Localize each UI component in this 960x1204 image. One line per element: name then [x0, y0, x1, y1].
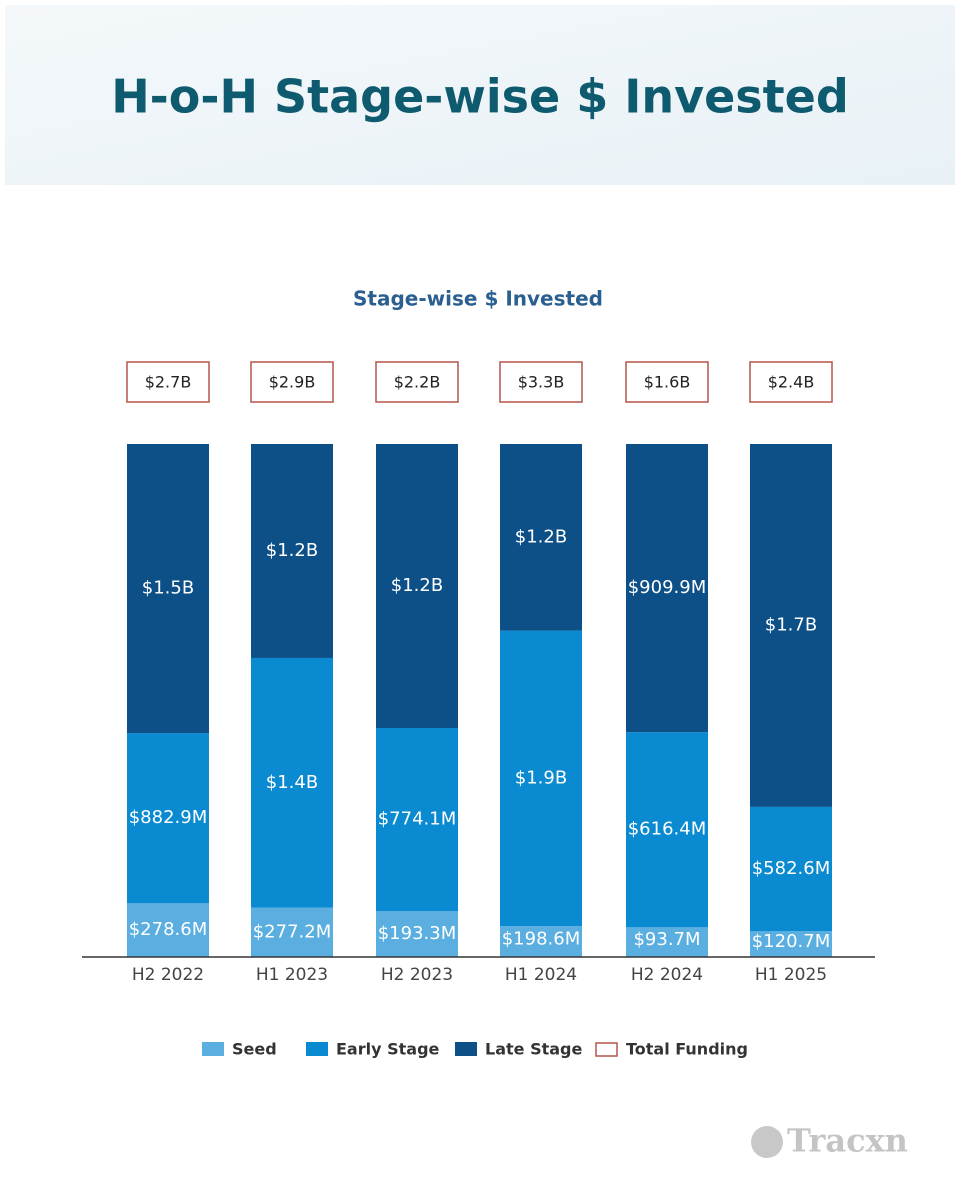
x-tick-label: H2 2023	[381, 965, 453, 985]
legend-swatch	[455, 1042, 477, 1056]
legend-swatch	[202, 1042, 224, 1056]
legend-swatch	[306, 1042, 328, 1056]
data-label: $1.2B	[266, 540, 318, 561]
data-label: $1.9B	[515, 767, 567, 788]
x-tick-label: H1 2023	[256, 965, 328, 985]
bar-segment	[376, 728, 458, 912]
data-label: $193.3M	[378, 923, 457, 944]
bar-segment	[626, 927, 708, 957]
bar-segment	[251, 907, 333, 957]
bar-segment	[626, 444, 708, 733]
x-tick-label: H2 2024	[631, 965, 703, 985]
total-label: $3.3B	[518, 373, 565, 392]
bar-segment	[376, 911, 458, 957]
bar-segment	[750, 444, 832, 807]
bar-segment	[127, 733, 209, 904]
total-box	[375, 361, 459, 403]
total-box	[625, 361, 709, 403]
data-label: $120.7M	[752, 931, 831, 952]
data-label: $93.7M	[633, 929, 700, 950]
chart-title: Stage-wise $ Invested	[353, 287, 603, 311]
bar-segment	[127, 444, 209, 734]
bar-segment	[127, 903, 209, 957]
data-label: $582.6M	[752, 858, 831, 879]
x-tick-label: H2 2022	[132, 965, 204, 985]
data-label: $616.4M	[628, 819, 707, 840]
data-label: $1.4B	[266, 772, 318, 793]
legend-label: Late Stage	[485, 1040, 582, 1059]
total-box	[749, 361, 833, 403]
data-label: $774.1M	[378, 809, 457, 830]
total-box	[499, 361, 583, 403]
total-label: $2.9B	[269, 373, 316, 392]
data-label: $198.6M	[502, 929, 581, 950]
legend-label: Seed	[232, 1040, 277, 1059]
legend-label: Early Stage	[336, 1040, 440, 1059]
total-box	[250, 361, 334, 403]
data-label: $882.9M	[129, 807, 208, 828]
legend-swatch	[595, 1042, 618, 1057]
header-band	[5, 5, 955, 185]
bar-segment	[376, 444, 458, 729]
watermark-icon	[751, 1126, 783, 1158]
x-tick-label: H1 2025	[755, 965, 827, 985]
data-label: $1.2B	[515, 526, 567, 547]
total-label: $1.6B	[644, 373, 691, 392]
legend-label: Total Funding	[626, 1040, 748, 1059]
bar-segment	[500, 926, 582, 957]
total-label: $2.4B	[768, 373, 815, 392]
bar-segment	[626, 732, 708, 928]
bar-segment	[500, 630, 582, 927]
data-label: $1.5B	[142, 578, 194, 599]
total-box	[126, 361, 210, 403]
data-label: $278.6M	[129, 919, 208, 940]
watermark: Tracxn	[751, 1122, 908, 1160]
page-title: H-o-H Stage-wise $ Invested	[111, 70, 849, 124]
data-label: $277.2M	[253, 921, 332, 942]
bar-segment	[251, 657, 333, 908]
data-label: $1.2B	[391, 575, 443, 596]
total-label: $2.2B	[394, 373, 441, 392]
bar-segment	[750, 806, 832, 932]
x-tick-label: H1 2024	[505, 965, 577, 985]
watermark-text: Tracxn	[787, 1122, 908, 1160]
data-label: $1.7B	[765, 614, 817, 635]
bar-segment	[500, 444, 582, 631]
bar-segment	[251, 444, 333, 658]
total-label: $2.7B	[145, 373, 192, 392]
bar-segment	[750, 931, 832, 957]
data-label: $909.9M	[628, 577, 707, 598]
